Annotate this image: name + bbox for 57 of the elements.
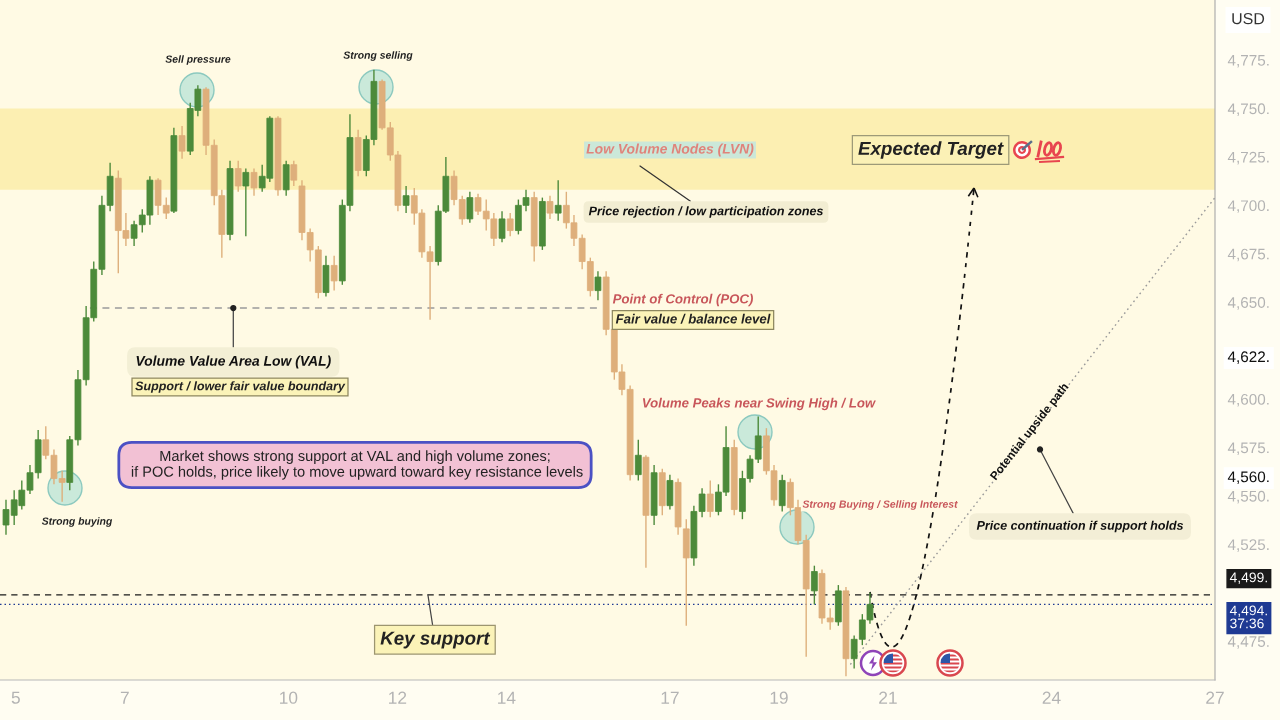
x-tick-label: 21 bbox=[879, 691, 897, 704]
x-tick-label: 17 bbox=[661, 691, 679, 704]
candlestick bbox=[498, 210, 506, 243]
annotation: Fair value / balance level bbox=[615, 313, 771, 324]
y-tick-label: 4,750. bbox=[1227, 103, 1269, 116]
annotation: Price rejection / low participation zones bbox=[588, 206, 823, 218]
y-tick-label: 4,550. bbox=[1227, 490, 1269, 504]
x-tick-label: 7 bbox=[120, 691, 129, 704]
candlestick bbox=[594, 270, 602, 301]
x-tick-label: 19 bbox=[770, 691, 788, 704]
y-axis-title: USD bbox=[1232, 12, 1265, 25]
y-tick-label: 4,675. bbox=[1227, 248, 1269, 262]
annotation: Price continuation if support holds bbox=[976, 520, 1184, 533]
annotation: Strong buying bbox=[41, 517, 113, 527]
candlestick bbox=[330, 255, 338, 292]
candlestick bbox=[234, 160, 242, 193]
candlestick bbox=[402, 185, 410, 214]
annotation: Volume Peaks near Swing High / Low bbox=[642, 397, 876, 411]
annotation: Expected Target bbox=[858, 141, 1004, 159]
candlestick bbox=[634, 439, 642, 482]
y-tick-label: 4,600. bbox=[1227, 393, 1269, 407]
x-tick-label: 24 bbox=[1042, 691, 1061, 704]
annotation: Point of Control (POC) bbox=[612, 293, 753, 307]
annotation: Support / lower fair value boundary bbox=[135, 381, 346, 393]
candlestick bbox=[466, 191, 474, 224]
y-tick-label: 4,650. bbox=[1227, 297, 1269, 310]
candlestick bbox=[178, 125, 186, 160]
candlestick bbox=[242, 167, 250, 238]
ref-line-label: 4,499. bbox=[1229, 572, 1267, 584]
x-tick-label: 5 bbox=[11, 691, 20, 704]
y-tick-label: 4,622. bbox=[1227, 351, 1269, 364]
ref-line-label: 4,494. 37:36 bbox=[1229, 605, 1267, 629]
candlestick bbox=[706, 479, 714, 518]
annotation: Market shows strong support at VAL and high volume zones; if POC holds, price likely to move upward toward key resistance levels bbox=[131, 450, 583, 480]
candlestick bbox=[250, 167, 258, 197]
x-tick-label: 10 bbox=[280, 691, 298, 704]
annotation: Low Volume Nodes (LVN) bbox=[586, 143, 754, 157]
candlestick bbox=[554, 179, 562, 222]
annotation: Key support bbox=[380, 631, 491, 649]
candlestick bbox=[290, 160, 298, 187]
annotation: Sell pressure bbox=[165, 55, 231, 65]
y-tick-label: 4,525. bbox=[1227, 539, 1269, 552]
x-tick-label: 14 bbox=[498, 691, 516, 704]
y-tick-label: 4,575. bbox=[1227, 442, 1269, 456]
y-tick-label: 4,700. bbox=[1227, 200, 1269, 213]
annotation: Strong selling bbox=[343, 51, 413, 61]
y-tick-label: 4,560. bbox=[1227, 471, 1269, 485]
candlestick bbox=[811, 565, 818, 606]
x-tick-label: 12 bbox=[389, 691, 407, 704]
annotation: Volume Value Area Low (VAL) bbox=[136, 355, 331, 369]
y-tick-label: 4,725. bbox=[1227, 151, 1269, 165]
y-tick-label: 4,475. bbox=[1227, 636, 1269, 649]
candlestick bbox=[546, 194, 554, 220]
candlestick bbox=[506, 212, 514, 238]
y-tick-label: 4,775. bbox=[1227, 55, 1269, 68]
x-tick-label: 27 bbox=[1206, 691, 1224, 704]
annotation: Strong Buying / Selling Interest bbox=[802, 500, 958, 510]
